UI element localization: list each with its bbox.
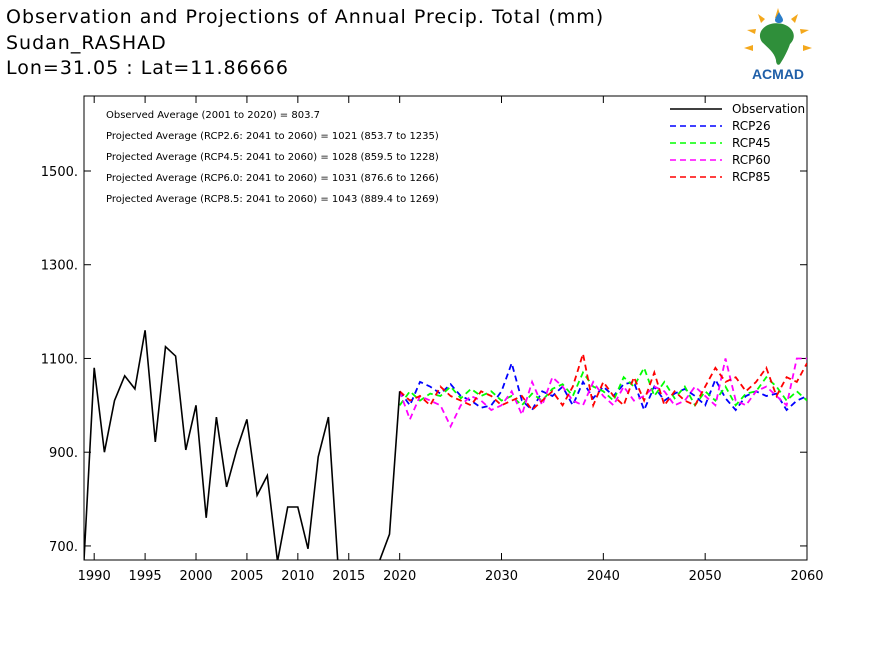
legend-label: RCP85	[732, 170, 771, 184]
chart-title: Observation and Projections of Annual Pr…	[6, 6, 605, 28]
legend-label: RCP26	[732, 119, 771, 133]
legend: Observation RCP26 RCP45 RCP60 RCP85	[670, 102, 805, 184]
x-tick-label: 2015	[332, 569, 365, 584]
stat-rcp45: Projected Average (RCP4.5: 2041 to 2060)…	[106, 152, 439, 163]
x-tick-label: 2000	[179, 569, 212, 584]
x-tick-label: 2010	[281, 569, 314, 584]
logo-text: ACMAD	[752, 66, 804, 82]
x-tick-label: 2020	[383, 569, 416, 584]
series-line-rcp85	[399, 353, 807, 412]
stat-rcp26: Projected Average (RCP2.6: 2041 to 2060)…	[106, 131, 439, 142]
series-line-rcp60	[398, 357, 807, 429]
stat-rcp85: Projected Average (RCP8.5: 2041 to 2060)…	[106, 194, 439, 205]
station-name: Sudan_RASHAD	[6, 32, 167, 54]
y-tick-label: 900.	[49, 446, 78, 461]
x-tick-label: 2060	[790, 569, 823, 584]
x-tick-label: 2040	[587, 569, 620, 584]
series-line-rcp45	[398, 365, 807, 407]
legend-label: RCP45	[732, 136, 771, 150]
series-line-rcp26	[398, 360, 807, 413]
x-tick-label: 2050	[689, 569, 722, 584]
stats-block: Observed Average (2001 to 2020) = 803.7 …	[106, 110, 439, 205]
x-tick-label: 2005	[230, 569, 263, 584]
y-tick-label: 1300.	[41, 259, 78, 274]
series-line-observation	[84, 330, 401, 560]
x-tick-label: 1995	[129, 569, 162, 584]
y-tick-label: 700.	[49, 540, 78, 555]
coordinates-label: Lon=31.05 : Lat=11.86666	[6, 57, 289, 79]
x-tick-label: 2030	[485, 569, 518, 584]
axis-ticks	[84, 96, 808, 560]
legend-label: RCP60	[732, 153, 771, 167]
legend-label: Observation	[732, 102, 805, 116]
y-tick-label: 1100.	[41, 352, 78, 367]
axis-tick-labels: 1990 1995 2000 2005 2010 2015 2020 2030 2040 2050…	[41, 165, 824, 584]
stat-rcp60: Projected Average (RCP6.0: 2041 to 2060)…	[106, 173, 439, 184]
stat-observed: Observed Average (2001 to 2020) = 803.7	[106, 110, 320, 121]
acmad-logo-icon: ACMAD	[744, 8, 812, 82]
y-tick-label: 1500.	[41, 165, 78, 180]
x-tick-label: 1990	[78, 569, 111, 584]
plot-frame	[83, 95, 808, 561]
series-lines	[84, 330, 807, 560]
